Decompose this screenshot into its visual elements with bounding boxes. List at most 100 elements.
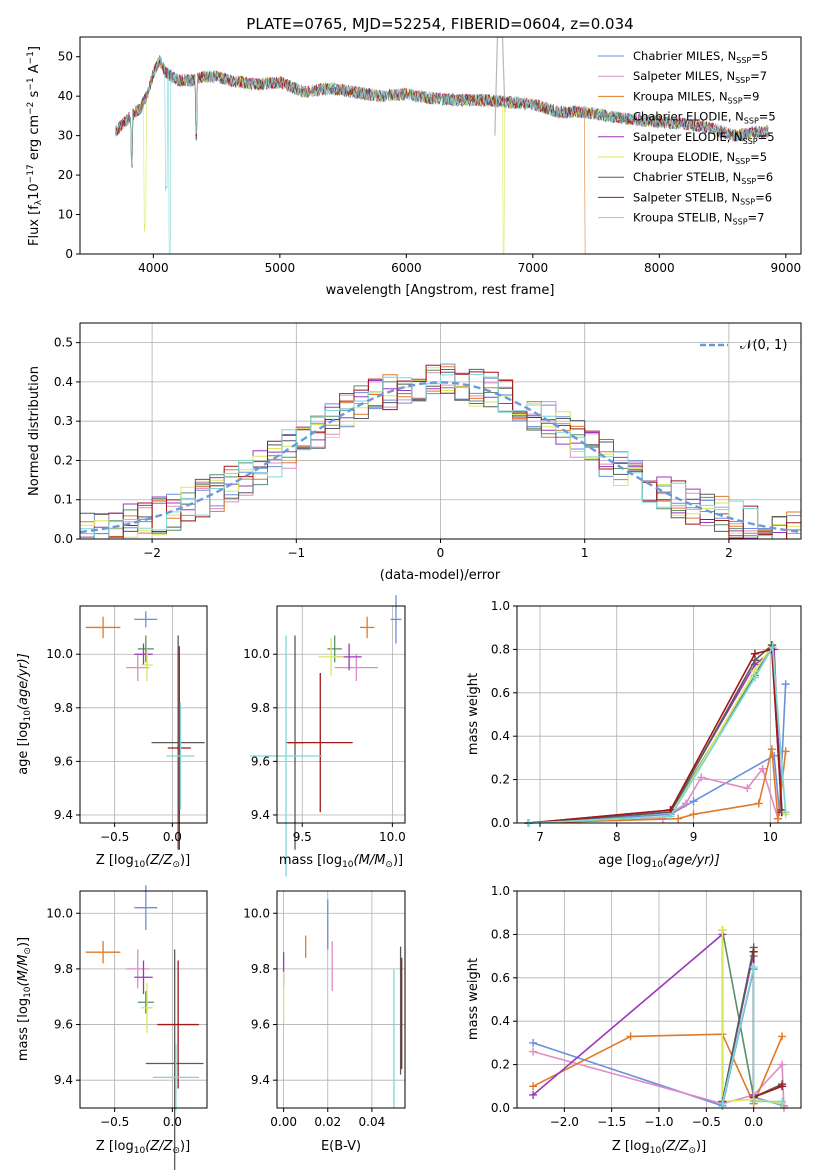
mass-ebv-xtick-label: 0.00: [270, 1115, 297, 1129]
normal-curve: [80, 381, 801, 534]
legend-label-chabrier_stelib: Chabrier STELIB, NSSP=6: [633, 170, 773, 186]
weight-vs-age-frame: [516, 605, 802, 824]
weight-z-ytick-label: 0.2: [491, 1058, 510, 1072]
residuals-xtick-label: 1: [581, 546, 589, 560]
residuals-ticks: −2 −1 0 1 2 0.0 0.1 0.2 0.3 0.4 0.5: [54, 336, 733, 560]
spectrum-xtick-label: 7000: [518, 261, 549, 275]
legend-label-sub: SSP: [733, 218, 748, 227]
legend-label-count: =5: [750, 150, 767, 164]
mass-z-xtick-label: −0.5: [100, 1115, 129, 1129]
legend-label-text: Chabrier STELIB, N: [633, 170, 741, 184]
legend-label-chabrier_elodie: Chabrier ELODIE, NSSP=5: [633, 110, 776, 126]
age-vs-metallicity-ylabel: age [log10(age/yr)]: [16, 653, 33, 775]
spectrum-xtick-label: 8000: [644, 261, 675, 275]
legend-label-sub: SSP: [744, 117, 759, 126]
legend-label-text: Salpeter MILES, N: [633, 69, 735, 83]
residuals-ylabel: Normed distribution: [27, 366, 42, 496]
legend-label-sub: SSP: [736, 56, 751, 65]
mass-ebv-ytick-label: 9.6: [251, 1018, 270, 1032]
legend-label-salpeter_elodie: Salpeter ELODIE, NSSP=5: [633, 130, 775, 146]
legend-label-sub: SSP: [728, 96, 743, 105]
spectrum-xtick-label: 6000: [391, 261, 422, 275]
weight-z-marker-chabrier_miles: [529, 1038, 538, 1047]
weight-age-marker-chabrier_miles: [770, 751, 779, 760]
weight-age-xtick-label: 8: [613, 830, 621, 844]
weight-z-xtick-label: −1.0: [644, 1115, 673, 1129]
weight-z-marker-kroupa_miles: [529, 1082, 538, 1091]
residuals-ytick-label: 0.0: [54, 532, 73, 546]
weight-age-marker-kroupa_miles: [754, 799, 763, 808]
legend-label-sub: SSP: [735, 76, 750, 85]
age-z-ytick-label: 9.6: [54, 754, 73, 768]
weight-vs-metallicity-plot-area: [517, 890, 801, 1112]
age-mass-ytick-label: 9.8: [251, 701, 270, 715]
mass-vs-extinction-panel: 0.00 0.02 0.04 9.4 9.6 9.8 10.0 E(B-V): [243, 890, 406, 1154]
age-mass-ytick-label: 9.4: [251, 808, 270, 822]
spectrum-panel: PLATE=0765, MJD=52254, FIBERID=0604, z=0…: [26, 15, 802, 298]
residuals-panel: −2 −1 0 1 2 0.0 0.1 0.2 0.3 0.4 0.5 (data-model)/e…: [27, 322, 802, 583]
weight-age-marker-kroupa_miles: [773, 814, 782, 823]
masked-region: [494, 37, 506, 136]
residuals-ytick-label: 0.4: [54, 375, 73, 389]
legend-label-text: Salpeter STELIB, N: [633, 190, 740, 204]
age-vs-metallicity-panel: −0.5 0.0 9.4 9.6 9.8 10.0 Z [log10(Z/Z⊙)] age…: [16, 605, 208, 870]
age-z-xtick-label: 0.0: [163, 830, 182, 844]
weight-age-line-chabrier_elodie: [528, 642, 783, 824]
legend-label-sub: SSP: [740, 197, 755, 206]
legend-label-count: =7: [750, 69, 767, 83]
weight-vs-metallicity-ylabel: mass weight: [466, 958, 481, 1040]
weight-z-xtick-label: −0.5: [692, 1115, 721, 1129]
weight-vs-age-xlabel: age [log10(age/yr)]: [598, 853, 720, 870]
weight-age-marker-kroupa_stelib: [768, 643, 777, 652]
weight-z-xtick-label: 0.0: [744, 1115, 763, 1129]
weight-age-ytick-label: 1.0: [491, 599, 510, 613]
mass-z-xtick-label: 0.0: [163, 1115, 182, 1129]
residuals-xtick-label: −2: [143, 546, 161, 560]
weight-z-ytick-label: 0.0: [491, 1101, 510, 1115]
weight-z-line-chabrier_elodie: [721, 929, 755, 1098]
weight-z-line-kroupa_miles: [532, 1033, 783, 1106]
weight-z-ytick-label: 1.0: [491, 884, 510, 898]
weight-z-xtick-label: −1.5: [597, 1115, 626, 1129]
weight-age-marker-kroupa_miles: [674, 814, 683, 823]
legend-label-kroupa_stelib: Kroupa STELIB, NSSP=7: [633, 211, 764, 227]
weight-z-ytick-label: 0.4: [491, 1014, 510, 1028]
mass-z-ytick-label: 9.4: [54, 1073, 73, 1087]
age-vs-metallicity-frame: [79, 605, 208, 824]
mass-vs-metallicity-ticks: −0.5 0.0 9.4 9.6 9.8 10.0: [46, 906, 182, 1129]
age-mass-xtick-label: 9.5: [293, 830, 312, 844]
legend-label-count: =9: [743, 89, 760, 103]
age-vs-metallicity-ticks: −0.5 0.0 9.4 9.6 9.8 10.0: [46, 647, 182, 844]
legend-label-sub: SSP: [743, 137, 758, 146]
legend-label-kroupa_miles: Kroupa MILES, NSSP=9: [633, 89, 759, 105]
mass-ebv-ytick-label: 9.4: [251, 1073, 270, 1087]
mass-vs-metallicity-frame: [79, 890, 208, 1109]
legend-label-salpeter_stelib: Salpeter STELIB, NSSP=6: [633, 190, 772, 206]
mass-z-ytick-label: 10.0: [46, 906, 73, 920]
weight-age-xtick-label: 7: [536, 830, 544, 844]
mass-vs-extinction-xlabel: E(B-V): [321, 1139, 361, 1154]
age-vs-mass-panel: 9.5 10.0 9.4 9.6 9.8 10.0 mass [log10(M/M⊙)]: [243, 595, 406, 877]
weight-age-marker-salpeter_miles: [758, 764, 767, 773]
weight-z-marker-kroupa_miles: [626, 1032, 635, 1041]
legend-label-count: =6: [755, 190, 772, 204]
mass-ebv-ytick-label: 10.0: [243, 906, 270, 920]
residuals-xtick-label: −1: [287, 546, 305, 560]
residuals-xlabel: (data-model)/error: [380, 568, 501, 583]
residuals-ytick-label: 0.3: [54, 414, 73, 428]
histogram-salpeter_stelib: [80, 364, 801, 539]
weight-z-ytick-label: 0.6: [491, 971, 510, 985]
weight-z-marker-kroupa_stelib: [749, 962, 758, 971]
spectrum-ylabel: Flux [fλ10−17 erg cm−2 s−1 A−1]: [26, 46, 44, 246]
age-mass-ytick-label: 10.0: [243, 647, 270, 661]
residuals-xtick-label: 2: [725, 546, 733, 560]
spectrum-ytick-label: 30: [58, 129, 73, 143]
legend-label-text: Salpeter ELODIE, N: [633, 130, 743, 144]
legend-label-text: Chabrier ELODIE, N: [633, 110, 744, 124]
weight-age-marker-kroupa_stelib: [750, 673, 759, 682]
weight-z-marker-salpeter_miles: [529, 1047, 538, 1056]
spectrum-ytick-label: 20: [58, 168, 73, 182]
mass-vs-metallicity-panel: −0.5 0.0 9.4 9.6 9.8 10.0 Z [log10(Z/Z⊙)] mas…: [16, 885, 208, 1170]
